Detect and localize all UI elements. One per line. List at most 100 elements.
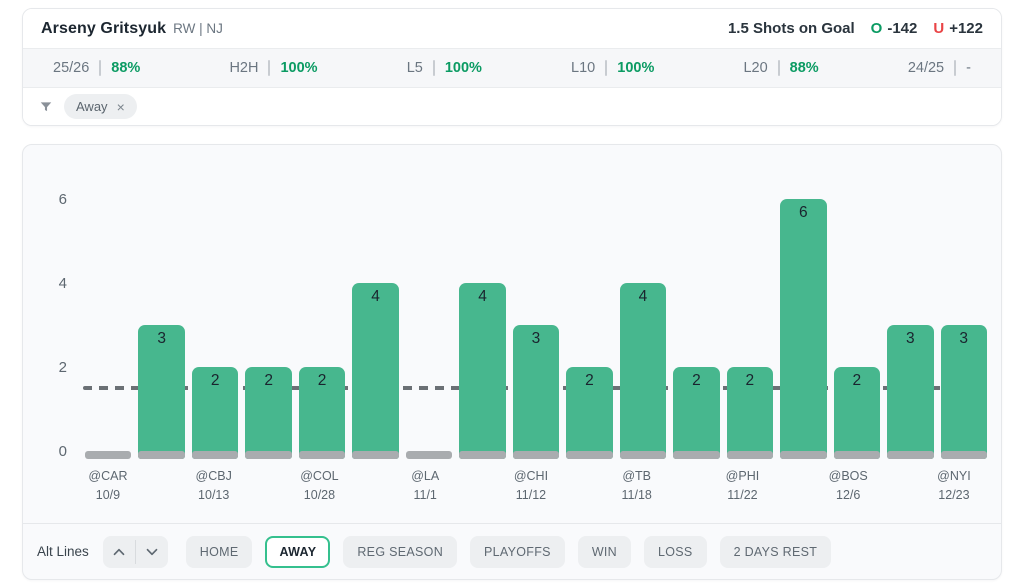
game-bar[interactable]: 3 (940, 325, 987, 459)
filter-button-home[interactable]: HOME (185, 535, 253, 568)
bar-value-label: 2 (317, 372, 327, 389)
game-bar[interactable]: 4 (619, 283, 667, 459)
stat-separator (268, 60, 271, 76)
game-bar[interactable]: 3 (138, 325, 185, 459)
bar-value-label: 3 (157, 330, 167, 347)
funnel-icon (39, 100, 53, 114)
player-name: Arseny Gritsyuk (41, 19, 167, 37)
over-odds: O -142 (871, 20, 918, 37)
chart-column: 4 (459, 145, 506, 459)
bar-baseline-segment (887, 451, 934, 459)
x-axis-label: @CBJ 10/13 (191, 467, 237, 505)
game-bar[interactable]: 3 (512, 325, 560, 459)
alt-line-down-button[interactable] (136, 536, 168, 568)
game-bar[interactable]: 2 (191, 367, 239, 459)
date-label: 11/22 (727, 487, 758, 502)
stat-item: L5 100% (407, 60, 482, 76)
bar-baseline-segment (138, 451, 185, 459)
stepper-divider (134, 539, 136, 564)
chart-column: 2 (833, 145, 881, 459)
bar-value-label: 4 (478, 288, 487, 305)
stat-separator (777, 60, 780, 76)
alt-lines-stepper (102, 535, 168, 568)
under-odds-value: +122 (949, 20, 983, 37)
stat-separator (954, 60, 957, 76)
over-icon: O (870, 20, 883, 37)
date-label: 12/23 (938, 487, 970, 502)
bar-baseline-segment (512, 451, 560, 459)
over-odds-value: -142 (887, 20, 918, 37)
bar-value-label: 2 (264, 372, 273, 389)
filter-button-playoffs[interactable]: PLAYOFFS (470, 535, 565, 568)
prop-line-info: 1.5 Shots on Goal O -142 U +122 (728, 20, 983, 37)
date-label: 11/12 (515, 487, 547, 502)
close-icon[interactable]: × (116, 98, 125, 115)
chart-column: 2 (245, 145, 292, 459)
game-bar[interactable]: 4 (352, 283, 399, 459)
chart-column (405, 145, 453, 459)
stat-separator (432, 60, 435, 76)
game-bar[interactable]: 2 (298, 367, 346, 459)
filter-button-reg-season[interactable]: REG SEASON (343, 535, 458, 568)
x-axis-label: @BOS 12/6 (825, 467, 871, 505)
game-bar[interactable] (85, 451, 132, 459)
x-axis-label (349, 467, 395, 505)
filter-button-away[interactable]: AWAY (265, 535, 331, 568)
bar-baseline-segment (673, 451, 720, 459)
game-bar[interactable]: 3 (887, 325, 934, 459)
chevron-down-icon (146, 548, 158, 556)
opponent-label: @COL (300, 469, 339, 483)
opponent-label: @CHI (513, 469, 549, 483)
game-bar[interactable]: 6 (780, 199, 827, 459)
stat-label: 24/25 (907, 60, 945, 76)
chart-column (85, 145, 132, 459)
alt-line-up-button[interactable] (103, 536, 135, 568)
game-bar[interactable]: 4 (459, 283, 506, 459)
y-axis-tick: 2 (58, 359, 67, 376)
y-axis-tick: 0 (58, 443, 67, 460)
bar-value-label: 2 (852, 372, 862, 389)
bar-value-label: 3 (905, 330, 915, 347)
bar-baseline-segment (780, 451, 827, 459)
chart-controls: Alt Lines HOME AWAY REG SEASON PLAYOFFS WIN L… (23, 523, 1001, 579)
chart-column: 2 (298, 145, 346, 459)
game-bar[interactable]: 2 (566, 367, 613, 459)
x-axis-label (878, 467, 924, 505)
game-bar[interactable]: 2 (726, 367, 774, 459)
y-axis: 0 2 4 6 (33, 145, 73, 460)
y-axis-tick: 4 (58, 275, 67, 292)
stats-row: 25/26 88% H2H 100% L5 100% L10 100% L20 88% 24/25 - (23, 48, 1001, 88)
bar-baseline-segment (352, 451, 399, 459)
x-axis-label (138, 467, 184, 505)
filter-button-2-days-rest[interactable]: 2 DAYS REST (719, 535, 832, 568)
x-axis-label: @CAR 10/9 (85, 467, 131, 505)
bar-baseline-segment (940, 451, 987, 459)
bar-baseline-segment (298, 451, 346, 459)
stat-item: L10 100% (571, 60, 654, 76)
bar-baseline-segment (459, 451, 506, 459)
chart-column: 2 (726, 145, 774, 459)
game-bar[interactable]: 2 (673, 367, 720, 459)
stat-label: L5 (406, 60, 423, 76)
date-label: 11/18 (621, 487, 652, 502)
filter-button-win[interactable]: WIN (577, 535, 632, 568)
filter-button-loss[interactable]: LOSS (644, 535, 707, 568)
chart-column: 3 (512, 145, 560, 459)
game-bar[interactable]: 2 (833, 367, 881, 459)
filter-chip[interactable]: Away × (64, 94, 137, 119)
stat-separator (605, 60, 608, 76)
x-axis-label (772, 467, 818, 505)
date-label: 10/9 (95, 487, 121, 502)
bar-value-label: 6 (799, 204, 808, 221)
bar-value-label: 2 (692, 372, 701, 389)
stat-item: 24/25 - (908, 60, 971, 76)
x-axis-label (244, 467, 290, 505)
opponent-label: @LA (411, 469, 440, 483)
bar-baseline-segment (85, 451, 132, 459)
game-bar[interactable]: 2 (245, 367, 292, 459)
date-label: 11/1 (413, 487, 437, 502)
opponent-label: @CBJ (195, 469, 232, 483)
game-bar[interactable] (405, 451, 453, 459)
chart-column: 3 (940, 145, 987, 459)
